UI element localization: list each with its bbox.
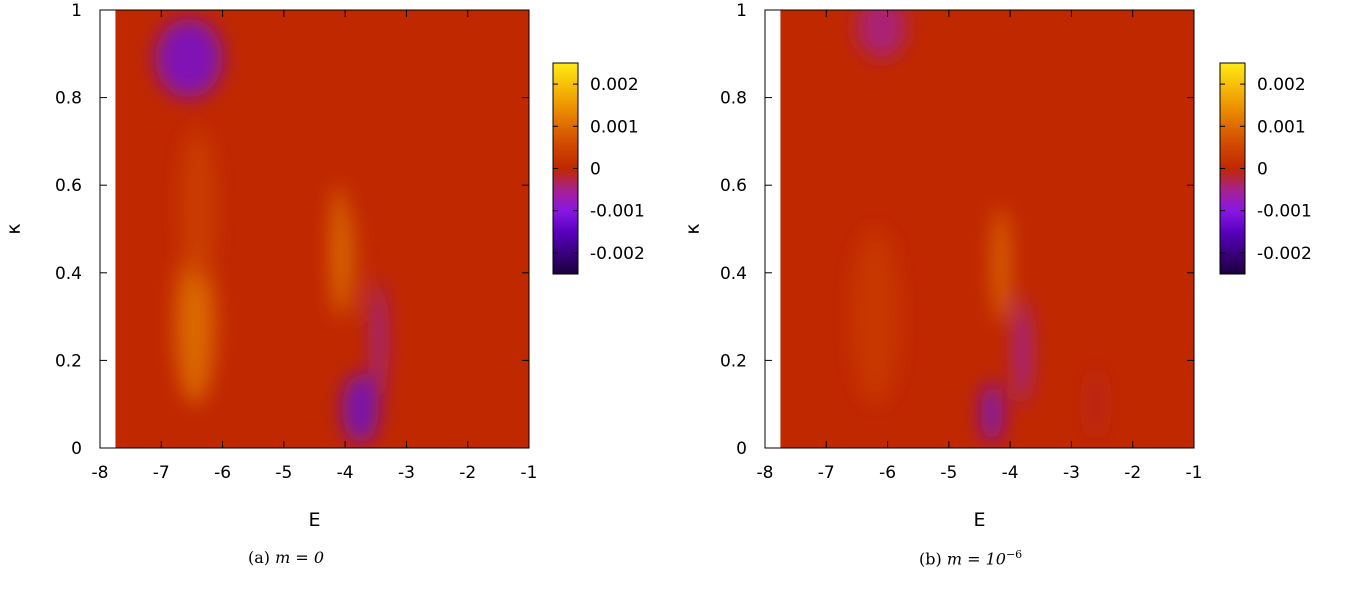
y-tick-label: 0 [71, 439, 82, 459]
colorbar-tick-label: 0 [590, 160, 601, 180]
x-tick-label: -4 [337, 463, 354, 483]
x-tick-label: -7 [153, 463, 170, 483]
heatmap-feature [155, 18, 223, 98]
colorbar-tick-label: -0.002 [590, 244, 645, 264]
x-tick-label: -6 [879, 463, 896, 483]
caption-math: m = 0 [275, 548, 325, 567]
x-tick-label: -3 [1063, 463, 1080, 483]
caption-label: (a) [248, 548, 271, 567]
x-tick-label: -7 [818, 463, 835, 483]
y-tick-label: 0.4 [55, 264, 82, 284]
x-tick-label: -1 [1186, 463, 1203, 483]
heatmap-plot-a: -8 -7 -6 -5 -4 -3 -2 -1 0 0.2 0.4 0.6 0.8 1 Eκ 0.002 0.0… [3, 1, 645, 531]
y-tick-label: 0.4 [720, 264, 747, 284]
colorbar-tick-label: -0.002 [1257, 244, 1312, 264]
x-tick-label: -3 [398, 463, 415, 483]
plot-frame [99, 9, 530, 449]
x-tick-label: -8 [92, 463, 109, 483]
heatmap-feature [175, 246, 215, 405]
y-tick-label: 0.2 [55, 351, 82, 371]
heatmap-feature [373, 281, 385, 396]
y-tick-label: 0.6 [720, 176, 747, 196]
heatmap-area [115, 10, 529, 448]
x-tick-label: -4 [1002, 463, 1019, 483]
colorbar-tick-label: 0.002 [1257, 75, 1306, 95]
heatmap-area [780, 10, 1194, 448]
colorbar-tick-label: 0.001 [1257, 117, 1306, 137]
plot-frame [764, 9, 1195, 449]
heatmap-plot-b: -8 -7 -6 -5 -4 -3 -2 -1 0 0.2 0.4 0.6 0.8 1 Eκ 0.002 0.0… [682, 1, 1312, 531]
caption-exponent: −6 [1005, 548, 1023, 561]
x-axis-label: E [973, 509, 985, 531]
y-tick-label: 1 [71, 1, 82, 21]
x-tick-label: -5 [275, 463, 292, 483]
y-tick-label: 0.8 [55, 89, 82, 109]
caption-math: m = 10 [946, 549, 1006, 569]
y-axis-label: κ [682, 223, 704, 234]
caption-label: (b) [919, 549, 942, 569]
caption-a: (a) m = 0 [248, 548, 324, 567]
x-axis-label: E [308, 509, 320, 531]
y-tick-label: 0.8 [720, 89, 747, 109]
caption-b: (b) m = 10−6 [919, 548, 1022, 568]
y-tick-label: 0 [736, 439, 747, 459]
x-tick-label: -6 [214, 463, 231, 483]
colorbar-tick-label: -0.001 [590, 202, 645, 222]
colorbar-tick-label: 0.001 [590, 117, 639, 137]
x-tick-label: -8 [757, 463, 774, 483]
x-tick-label: -1 [521, 463, 538, 483]
colorbar-tick-label: -0.001 [1257, 202, 1312, 222]
y-axis-label: κ [3, 223, 25, 234]
colorbar-tick-label: 0.002 [590, 75, 639, 95]
y-tick-label: 0.2 [720, 351, 747, 371]
heatmap-feature [993, 207, 1009, 321]
heatmap-feature [179, 128, 217, 286]
heatmap-feature [850, 229, 900, 405]
heatmap-feature [856, 10, 906, 59]
colorbar-tick-label: 0 [1257, 160, 1268, 180]
x-tick-label: -5 [940, 463, 957, 483]
heatmap-background [780, 10, 1194, 448]
x-tick-label: -2 [459, 463, 476, 483]
x-tick-label: -2 [1124, 463, 1141, 483]
y-tick-label: 1 [736, 1, 747, 21]
heatmap-feature [1091, 369, 1101, 440]
heatmap-feature [342, 373, 379, 444]
heatmap-feature [1016, 299, 1029, 405]
y-tick-label: 0.6 [55, 176, 82, 196]
heatmap-feature [333, 185, 345, 317]
heatmap-feature [350, 211, 359, 317]
heatmap-feature [980, 382, 1003, 444]
